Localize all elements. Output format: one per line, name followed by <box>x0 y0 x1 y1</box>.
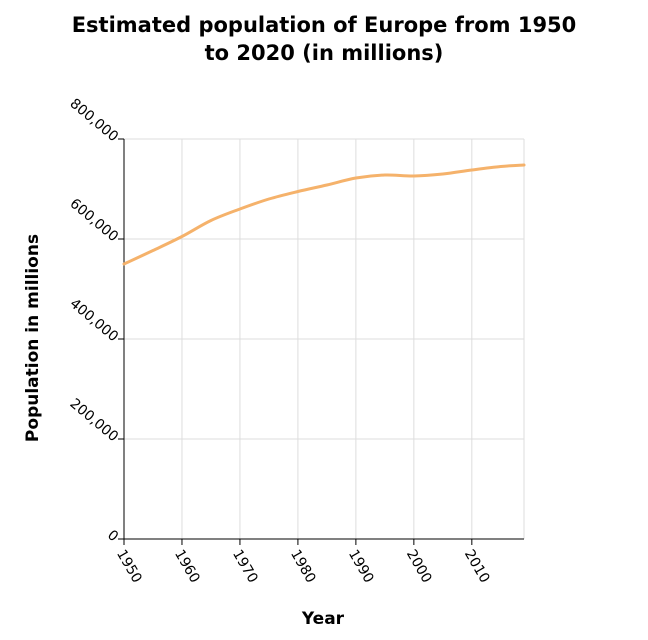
y-tick-label: 200,000 <box>66 396 121 445</box>
y-tick-label: 600,000 <box>66 196 121 245</box>
y-tick-label: 0 <box>104 527 121 545</box>
x-tick-label: 1960 <box>171 547 203 586</box>
x-tick-label: 1950 <box>113 547 145 586</box>
grid <box>123 138 525 540</box>
chart-title-line-2: to 2020 (in millions) <box>205 41 444 65</box>
x-tick-labels: 1950 1960 1970 1980 1990 2000 2010 <box>113 547 493 586</box>
x-axis-label: Year <box>301 609 345 629</box>
chart-title-line-1: Estimated population of Europe from 1950 <box>72 13 577 37</box>
x-tick-label: 2000 <box>403 547 435 586</box>
x-tick-label: 1990 <box>345 547 377 586</box>
y-tick-label: 400,000 <box>66 296 121 345</box>
population-series-line <box>122 163 526 266</box>
y-tick-labels: 0 200,000 400,000 600,000 800,000 <box>66 96 121 545</box>
x-tick-label: 2010 <box>461 547 493 586</box>
x-tick-label: 1980 <box>287 547 319 586</box>
axes <box>118 138 524 545</box>
y-tick-label: 800,000 <box>66 96 121 145</box>
series-layer <box>122 163 526 266</box>
x-tick-label: 1970 <box>229 547 261 586</box>
y-axis-label: Population in millions <box>23 234 43 442</box>
